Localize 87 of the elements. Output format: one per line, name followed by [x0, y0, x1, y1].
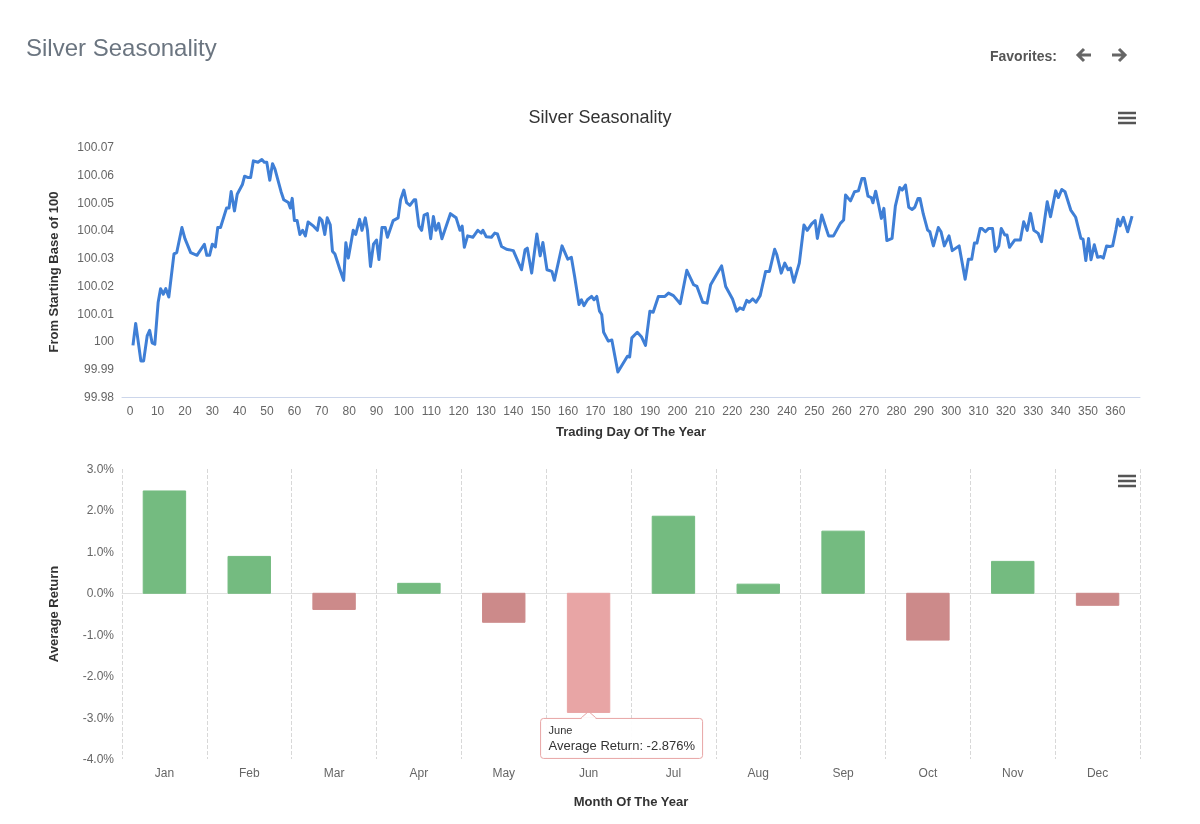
- y-tick-label: 100.04: [77, 223, 115, 238]
- x-tick-label: 70: [315, 404, 329, 418]
- y-tick-label: -2.0%: [82, 669, 115, 684]
- x-tick-label: 50: [260, 404, 275, 418]
- bar: [821, 530, 865, 594]
- x-tick-label: Jul: [665, 766, 682, 780]
- bar: [1075, 592, 1120, 606]
- x-tick-label: 100: [393, 404, 415, 418]
- y-tick-label: 100.07: [77, 140, 115, 154]
- y-tick-label: 100.06: [77, 167, 115, 182]
- x-tick-label: 10: [150, 404, 165, 418]
- x-tick-label: 360: [1105, 404, 1126, 418]
- x-tick-label: 0: [126, 404, 134, 418]
- bar: [482, 592, 526, 623]
- y-tick-label: 3.0%: [86, 462, 115, 476]
- y-tick-label: -4.0%: [82, 752, 115, 766]
- x-tick-label: Apr: [409, 766, 429, 780]
- bar: [736, 583, 780, 594]
- annotation: June Average Return: -2.876%: [548, 723, 696, 754]
- y-tick-label: -1.0%: [82, 627, 115, 642]
- bar: [651, 515, 696, 594]
- x-tick-label: 200: [667, 404, 688, 418]
- x-tick-label: 350: [1077, 404, 1099, 418]
- x-tick-label: Aug: [747, 766, 769, 780]
- x-tick-label: Mar: [323, 766, 345, 780]
- x-tick-label: 40: [232, 404, 247, 418]
- y-tick-label: 1.0%: [86, 544, 115, 559]
- bar: [227, 555, 271, 594]
- bar: [397, 582, 441, 594]
- x-tick-label: 330: [1023, 404, 1044, 418]
- text: Favorites:: [990, 48, 1057, 64]
- x-tick-label: Dec: [1086, 766, 1109, 780]
- x-tick-label: Jan: [154, 766, 175, 780]
- y-axis-title: From Starting Base of 100: [46, 191, 61, 353]
- y-tick-label: 100.03: [77, 251, 115, 266]
- x-tick-label: 120: [448, 404, 469, 418]
- y-tick-label: 100.01: [77, 306, 115, 321]
- x-tick-label: May: [492, 766, 516, 780]
- x-tick-label: 180: [612, 404, 634, 418]
- x-tick-label: 80: [342, 404, 357, 418]
- x-tick-label: Nov: [1002, 766, 1024, 780]
- x-tick-label: 280: [886, 404, 907, 418]
- x-tick-label: 110: [421, 404, 442, 418]
- x-tick-label: Sep: [832, 766, 855, 780]
- x-tick-label: 240: [776, 404, 798, 418]
- x-tick-label: 300: [941, 404, 962, 418]
- x-tick-label: 190: [640, 404, 661, 418]
- line-series: [131, 158, 1134, 374]
- x-tick-label: Feb: [238, 766, 260, 780]
- x-tick-label: 150: [530, 404, 552, 418]
- x-tick-label: 60: [287, 404, 302, 418]
- bar: [312, 592, 356, 610]
- bar: [142, 490, 187, 594]
- chart-title: Silver Seasonality: [528, 107, 672, 127]
- x-axis-title: Trading Day Of The Year: [555, 424, 707, 439]
- y-axis-title: Average Return: [46, 565, 61, 663]
- x-tick-label: 220: [722, 404, 743, 418]
- x-tick-label: Oct: [918, 766, 938, 780]
- x-tick-label: 290: [913, 404, 935, 418]
- x-tick-label: 20: [178, 404, 192, 418]
- x-tick-label: 160: [558, 404, 579, 418]
- x-tick-label: 250: [804, 404, 825, 418]
- x-tick-label: 140: [503, 404, 524, 418]
- text: Silver Seasonality: [26, 34, 217, 62]
- x-tick-label: Jun: [578, 766, 599, 780]
- bar: [906, 592, 950, 641]
- y-tick-label: 0.0%: [86, 586, 115, 601]
- y-tick-label: 99.98: [83, 390, 115, 404]
- y-tick-label: 99.99: [83, 362, 115, 377]
- x-tick-label: 260: [831, 404, 853, 418]
- bar: [991, 560, 1035, 594]
- y-tick-label: 100.02: [77, 278, 115, 293]
- y-tick-label: 100.05: [77, 195, 115, 210]
- x-tick-label: 320: [995, 404, 1017, 418]
- x-tick-label: 90: [369, 404, 384, 418]
- y-tick-label: -3.0%: [82, 710, 115, 725]
- x-tick-label: 340: [1050, 404, 1071, 418]
- x-axis-title: Month Of The Year: [573, 794, 689, 809]
- x-tick-label: 230: [749, 404, 770, 418]
- y-tick-label: 100: [93, 334, 115, 349]
- x-tick-label: 270: [859, 404, 880, 418]
- x-tick-label: 310: [968, 404, 989, 418]
- x-tick-label: 30: [205, 404, 220, 418]
- x-tick-label: 210: [694, 404, 716, 418]
- x-tick-label: 170: [585, 404, 606, 418]
- y-tick-label: 2.0%: [86, 503, 115, 518]
- x-tick-label: 130: [475, 404, 497, 418]
